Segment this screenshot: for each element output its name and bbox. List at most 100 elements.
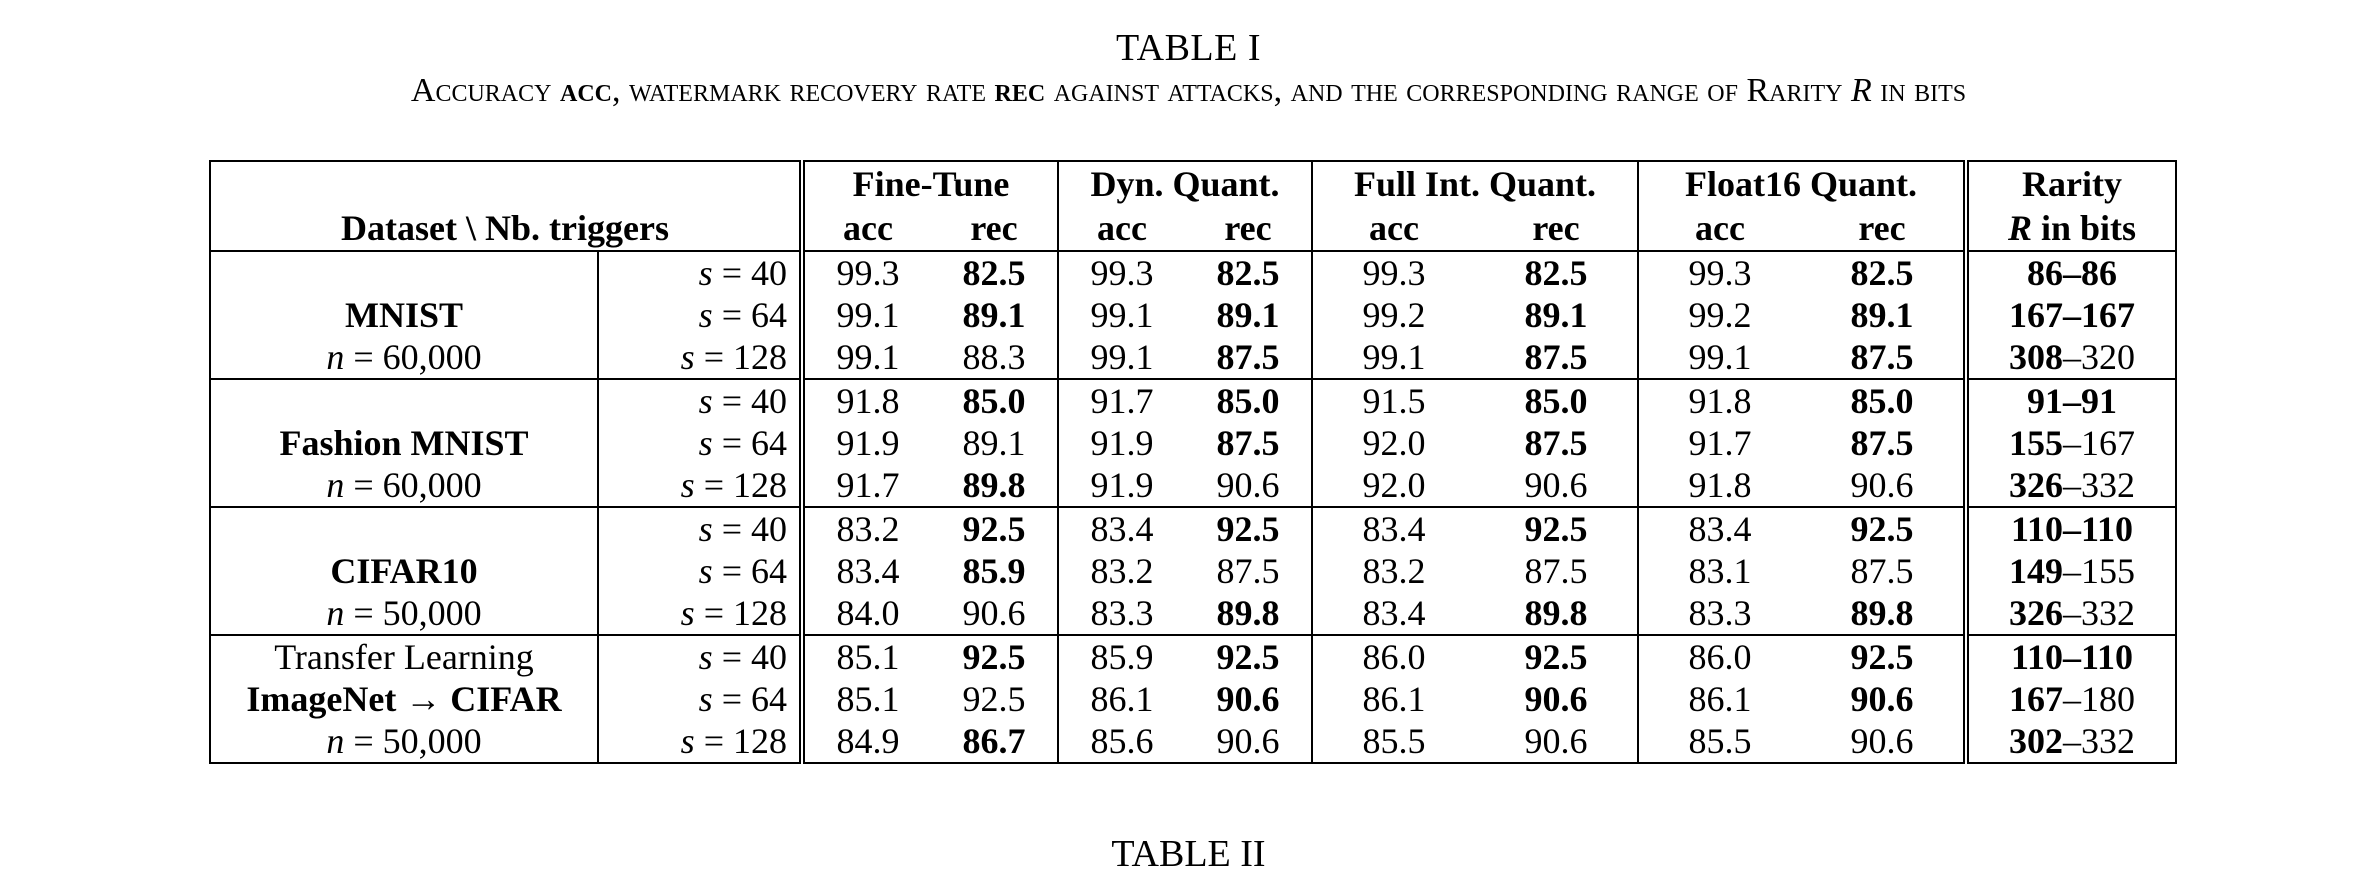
math-variable: n — [326, 593, 345, 633]
rec-value: 85.0 — [1801, 379, 1969, 422]
math-variable: s — [680, 593, 695, 633]
acc-value: 83.4 — [1362, 593, 1426, 633]
acc-value: 92.0 — [1362, 423, 1426, 463]
table-label: TABLE I — [1115, 27, 1262, 69]
header-group-float16-quant: Float16 Quant. — [1638, 161, 1969, 206]
dataset-name-line: ImageNet → CIFAR — [246, 679, 562, 719]
math-variable: n — [326, 465, 345, 505]
acc-value: 91.9 — [799, 422, 931, 464]
rec-value: 85.0 — [931, 379, 1059, 422]
dataset-name-line: n = 60,000 — [326, 465, 482, 505]
dataset-name: Transfer Learning — [210, 634, 598, 678]
rec-value: 90.6 — [1475, 678, 1639, 720]
dataset-name: n = 50,000 — [210, 592, 598, 635]
acc-value: 85.1 — [799, 635, 931, 678]
rarity-dash: – — [2063, 295, 2081, 335]
rec-value: 88.3 — [931, 336, 1059, 379]
trigger-count: s = 64 — [597, 422, 803, 464]
trigger-count: s = 64 — [597, 550, 803, 592]
table-row: s = 40 91.8 85.0 91.7 85.0 91.5 85.0 91.8 85.0 91… — [210, 378, 2176, 422]
dataset-name-line: MNIST — [344, 295, 464, 335]
rec-value: 87.5 — [1801, 336, 1969, 379]
math-variable: s — [698, 551, 713, 591]
rec-value: 92.5 — [1185, 507, 1313, 550]
table-row: n = 50,000 s = 128 84.0 90.6 83.3 89.8 83.4 89.… — [210, 592, 2176, 635]
table-row: CIFAR10 s = 64 83.4 85.9 83.2 87.5 83.2 87.5 83.… — [210, 550, 2176, 592]
rarity-min: 91 — [2027, 381, 2063, 421]
acc-value: 84.0 — [799, 592, 931, 635]
rarity-range: 308–320 — [1966, 336, 2176, 379]
rec-value: 82.5 — [931, 251, 1059, 294]
rec-value: 90.6 — [1185, 720, 1313, 763]
rec-value: 82.5 — [1185, 251, 1313, 294]
caption-part-3: against attacks, and the corresponding r… — [1045, 72, 1851, 109]
dataset-name: n = 60,000 — [210, 464, 598, 507]
trigger-count: s = 64 — [597, 678, 803, 720]
caption-part-2: , watermark recovery rate — [611, 72, 995, 109]
dataset-name-line: n = 60,000 — [326, 337, 482, 377]
rec-value: 89.1 — [1475, 294, 1639, 336]
table-caption: Accuracy acc, watermark recovery rate re… — [0, 72, 2377, 110]
rec-value: 90.6 — [1475, 720, 1639, 763]
dataset-name-line: n = 50,000 — [326, 593, 482, 633]
acc-value: 83.2 — [1362, 551, 1426, 591]
rarity-min: 167 — [2009, 295, 2063, 335]
table-row: s = 40 99.3 82.5 99.3 82.5 99.3 82.5 99.3 82.5 86… — [210, 250, 2176, 294]
caption-var-r: R — [1850, 72, 1872, 109]
math-variable: s — [698, 295, 713, 335]
acc-value: 86.1 — [1362, 679, 1426, 719]
rarity-min: 110 — [2010, 637, 2063, 677]
math-variable: s — [698, 509, 713, 549]
caption-part-4: in bits — [1871, 72, 1967, 109]
trigger-count: s = 128 — [597, 592, 803, 635]
dataset-name-line: Fashion MNIST — [279, 423, 529, 463]
rarity-max: 332 — [2081, 721, 2135, 761]
acc-value: 91.9 — [1090, 465, 1154, 505]
header-group-fine-tune: Fine-Tune — [799, 161, 1059, 206]
rarity-max: 110 — [2081, 637, 2134, 677]
acc-value: 83.4 — [1090, 509, 1154, 549]
acc-value: 99.1 — [1362, 337, 1426, 377]
rarity-dash: – — [2063, 423, 2081, 463]
rec-value: 92.5 — [1185, 635, 1313, 678]
rarity-dash: – — [2063, 337, 2081, 377]
rarity-min: 326 — [2009, 593, 2063, 633]
math-variable: n — [326, 337, 345, 377]
trigger-count: s = 40 — [597, 635, 803, 678]
results-table: Dataset \ Nb. triggers Fine-Tune Dyn. Qu… — [209, 160, 2177, 764]
rarity-unit-text: in bits — [2031, 208, 2137, 248]
rarity-range: 326–332 — [1966, 464, 2176, 507]
rec-value: 89.8 — [1801, 592, 1969, 635]
rec-value: 89.8 — [1185, 592, 1313, 635]
rarity-var-r: R — [2007, 208, 2032, 248]
acc-value: 85.6 — [1090, 721, 1154, 761]
header-sub-rec: rec — [1801, 206, 1969, 251]
rarity-dash: – — [2063, 637, 2081, 677]
rarity-min: 302 — [2009, 721, 2063, 761]
next-table-label: TABLE II — [1111, 833, 1266, 875]
acc-value: 86.0 — [1688, 637, 1752, 677]
header-group-dyn-quant: Dyn. Quant. — [1058, 161, 1313, 206]
acc-value: 91.8 — [799, 379, 931, 422]
header-sub-rec: rec — [931, 206, 1059, 251]
dataset-name: MNIST — [210, 294, 598, 336]
rarity-max: 91 — [2081, 381, 2117, 421]
dataset-name — [210, 378, 598, 422]
math-variable: s — [698, 253, 713, 293]
rec-value: 92.5 — [931, 507, 1059, 550]
rec-value: 90.6 — [1185, 678, 1313, 720]
header-sub-acc: acc — [1695, 208, 1745, 248]
rarity-min: 110 — [2010, 509, 2063, 549]
rarity-dash: – — [2063, 465, 2081, 505]
rarity-min: 326 — [2009, 465, 2063, 505]
dataset-name: n = 60,000 — [210, 336, 598, 379]
rarity-range: 155–167 — [1966, 422, 2176, 464]
acc-value: 91.7 — [1090, 381, 1154, 421]
rec-value: 82.5 — [1475, 251, 1639, 294]
rarity-min: 155 — [2009, 423, 2063, 463]
acc-value: 85.5 — [1362, 721, 1426, 761]
dataset-name-line: Transfer Learning — [274, 637, 534, 677]
trigger-count: s = 64 — [597, 294, 803, 336]
rarity-min: 167 — [2009, 679, 2063, 719]
header-sub-rec: rec — [1475, 206, 1639, 251]
